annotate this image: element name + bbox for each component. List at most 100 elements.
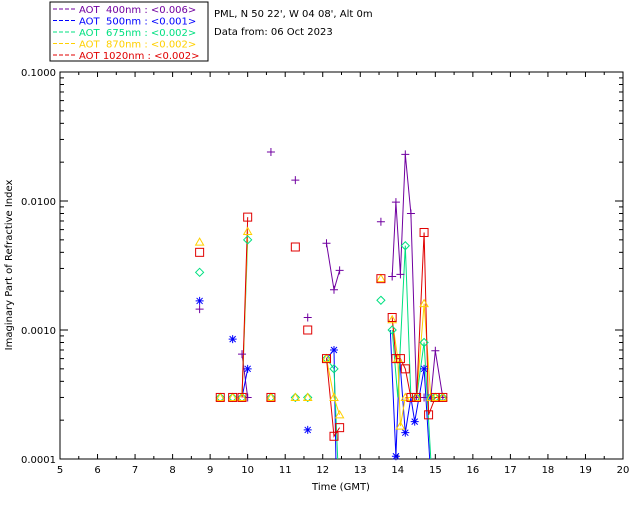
series-line-4 bbox=[326, 358, 341, 415]
data-point-series-5 bbox=[412, 392, 422, 402]
data-point-series-1 bbox=[243, 393, 252, 402]
data-point-series-1 bbox=[388, 272, 397, 281]
legend-entry: AOT 500nm : <0.001> bbox=[79, 17, 196, 28]
axes: 5 6 7 8 9 10 11 12 13 14 15 16 17 18 19 20 0.0001 0.0010 0… bbox=[21, 68, 629, 476]
legend-entry: AOT 870nm : <0.002> bbox=[79, 40, 196, 51]
x-tick-label: 19 bbox=[579, 465, 592, 476]
data-point-series-5 bbox=[391, 354, 401, 364]
data-point-series-1 bbox=[238, 350, 247, 359]
x-tick-label: 5 bbox=[57, 465, 63, 476]
data-point-series-4 bbox=[437, 392, 448, 401]
data-point-series-5 bbox=[400, 364, 410, 374]
data-point-series-3 bbox=[419, 337, 429, 348]
series-line-2 bbox=[389, 329, 431, 460]
legend: AOT 400nm : <0.006>AOT 500nm : <0.001>AO… bbox=[49, 1, 209, 62]
data-point-series-5 bbox=[228, 392, 238, 402]
data-point-series-4 bbox=[290, 392, 301, 401]
data-point-series-2 bbox=[228, 335, 237, 344]
x-tick-label: 6 bbox=[94, 465, 100, 476]
data-point-series-3 bbox=[242, 235, 253, 245]
data-point-series-2 bbox=[420, 364, 429, 373]
data-point-series-4 bbox=[242, 226, 253, 236]
data-point-series-2 bbox=[401, 428, 410, 437]
data-point-series-1 bbox=[376, 217, 385, 226]
x-tick-label: 14 bbox=[391, 465, 404, 476]
y-tick-label: 0.0001 bbox=[21, 455, 56, 466]
data-point-series-4 bbox=[430, 392, 441, 401]
y-tick-label: 0.0100 bbox=[21, 197, 56, 208]
legend-box bbox=[49, 1, 209, 62]
legend-entry: AOT 1020nm : <0.002> bbox=[79, 51, 199, 62]
data-point-series-1 bbox=[391, 198, 400, 207]
series-line-2 bbox=[241, 368, 249, 398]
data-point-series-3 bbox=[303, 392, 313, 403]
x-tick-label: 12 bbox=[316, 465, 329, 476]
data-point-series-4 bbox=[302, 392, 313, 401]
data-point-series-1 bbox=[401, 150, 410, 159]
data-point-series-5 bbox=[335, 423, 345, 433]
x-tick-label: 8 bbox=[169, 465, 175, 476]
data-point-series-5 bbox=[290, 242, 300, 252]
data-point-series-1 bbox=[396, 270, 405, 279]
data-point-series-4 bbox=[215, 392, 226, 401]
x-tick-label: 10 bbox=[241, 465, 254, 476]
x-tick-label: 7 bbox=[132, 465, 138, 476]
legend-entry: AOT 675nm : <0.002> bbox=[79, 28, 196, 39]
data-point-series-5 bbox=[195, 247, 205, 257]
data-point-series-1 bbox=[329, 285, 338, 294]
series-line-5 bbox=[241, 217, 249, 398]
series-markers bbox=[194, 147, 448, 461]
x-tick-label: 13 bbox=[354, 465, 367, 476]
y-tick-label: 0.1000 bbox=[21, 68, 56, 79]
data-point-series-3 bbox=[376, 295, 386, 305]
data-point-series-3 bbox=[387, 325, 397, 335]
series-line-5 bbox=[326, 358, 341, 438]
data-point-series-5 bbox=[395, 354, 405, 364]
data-point-series-5 bbox=[419, 227, 429, 237]
data-point-series-4 bbox=[334, 409, 345, 419]
data-point-series-1 bbox=[303, 313, 312, 322]
data-date-label: Data from: 06 Oct 2023 bbox=[214, 27, 333, 38]
y-axis-label: Imaginary Part of Refractive Index bbox=[4, 180, 15, 351]
data-point-series-4 bbox=[237, 392, 247, 401]
data-point-series-4 bbox=[321, 353, 332, 363]
data-point-series-1 bbox=[322, 239, 331, 248]
x-tick-label: 9 bbox=[207, 465, 213, 476]
data-point-series-5 bbox=[243, 212, 253, 222]
data-point-series-2 bbox=[243, 364, 252, 373]
data-point-series-5 bbox=[303, 325, 313, 335]
data-point-series-5 bbox=[266, 392, 276, 402]
data-point-series-2 bbox=[410, 417, 419, 426]
x-tick-label: 17 bbox=[504, 465, 517, 476]
data-point-series-5 bbox=[215, 392, 225, 402]
data-point-series-4 bbox=[376, 273, 386, 283]
data-point-series-2 bbox=[329, 345, 338, 354]
x-tick-label: 15 bbox=[429, 465, 442, 476]
data-point-series-1 bbox=[291, 176, 300, 185]
series-line-1 bbox=[391, 154, 444, 398]
data-point-series-4 bbox=[419, 298, 429, 308]
data-point-series-3 bbox=[194, 267, 205, 278]
data-point-series-5 bbox=[438, 392, 448, 402]
x-axis-label: Time (GMT) bbox=[311, 482, 370, 493]
data-point-series-4 bbox=[266, 392, 276, 401]
data-point-series-3 bbox=[329, 364, 339, 374]
data-point-series-5 bbox=[406, 392, 416, 402]
data-point-series-5 bbox=[237, 392, 247, 402]
series-lines bbox=[241, 154, 444, 460]
data-point-series-1 bbox=[195, 305, 204, 314]
data-point-series-5 bbox=[321, 354, 331, 364]
x-tick-label: 20 bbox=[617, 465, 630, 476]
data-point-series-2 bbox=[303, 425, 312, 434]
legend-entry: AOT 400nm : <0.006> bbox=[79, 5, 196, 16]
data-point-series-4 bbox=[194, 237, 205, 246]
data-point-series-1 bbox=[266, 147, 275, 156]
data-point-series-3 bbox=[400, 241, 411, 251]
data-point-series-4 bbox=[227, 392, 238, 401]
data-point-series-3 bbox=[290, 392, 301, 403]
data-point-series-1 bbox=[335, 266, 344, 275]
data-point-series-5 bbox=[387, 312, 397, 322]
data-point-series-5 bbox=[424, 410, 434, 420]
data-point-series-2 bbox=[391, 452, 400, 461]
